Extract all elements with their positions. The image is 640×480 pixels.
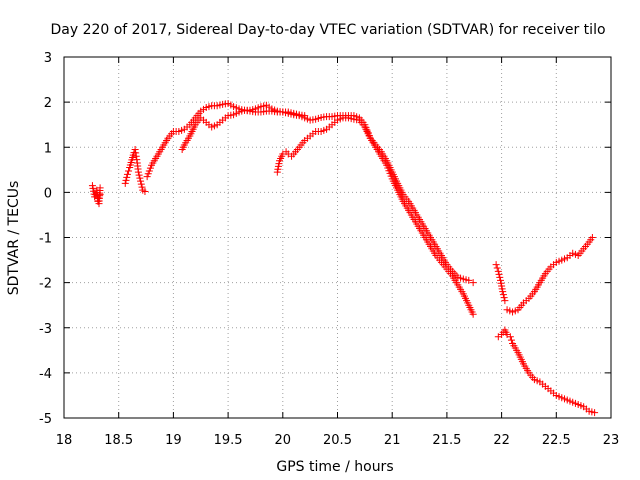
x-tick-label: 22.5 — [542, 433, 571, 448]
chart-title: Day 220 of 2017, Sidereal Day-to-day VTE… — [50, 22, 605, 38]
x-tick-label: 20.5 — [323, 433, 352, 448]
y-axis-label: SDTVAR / TECUs — [6, 181, 22, 296]
x-tick-label: 21.5 — [432, 433, 461, 448]
y-tick-label: 1 — [44, 141, 52, 156]
data-point — [492, 261, 500, 269]
data-point-fill — [122, 176, 130, 184]
data-point-fill — [133, 156, 141, 164]
data-point-fill — [500, 294, 508, 302]
data-point — [501, 297, 509, 305]
data-point — [494, 267, 502, 275]
data-point-fill — [125, 167, 133, 175]
data-point — [131, 146, 139, 154]
data-point-fill — [95, 194, 103, 202]
y-tick-labels: 3 2 1 0 -1 -2 -3 -4 -5 — [39, 51, 52, 427]
data-point — [141, 187, 149, 195]
data-point-fill — [136, 174, 144, 182]
data-point — [469, 279, 477, 287]
data-point — [465, 276, 473, 284]
y-tick-label: -1 — [39, 232, 52, 247]
y-tick-label: 2 — [44, 96, 52, 111]
data-point — [137, 177, 145, 185]
y-tick-label: -5 — [39, 412, 52, 427]
x-tick-label: 19.5 — [214, 433, 243, 448]
data-point — [134, 168, 142, 176]
data-point-fill — [135, 171, 143, 179]
data-point — [121, 179, 129, 187]
x-tick-label: 18.5 — [104, 433, 133, 448]
y-tick-label: -2 — [39, 277, 52, 292]
x-tick-label: 23 — [603, 433, 620, 448]
data-point-fill — [123, 173, 131, 181]
x-tick-label: 20 — [275, 433, 292, 448]
data-point — [469, 310, 477, 318]
data-point — [132, 152, 140, 160]
y-tick-label: 0 — [44, 186, 52, 201]
data-point — [588, 234, 596, 241]
data-point-fill — [138, 183, 146, 191]
x-tick-label: 19 — [165, 433, 182, 448]
y-tick-label: -3 — [39, 322, 52, 337]
data-point — [96, 191, 104, 199]
data-point-fill — [493, 264, 501, 272]
data-points — [88, 99, 599, 417]
data-point-fill — [132, 149, 140, 157]
data-point — [506, 333, 514, 341]
x-tick-labels: 18 18.5 19 19.5 20 20.5 21 21.5 22 22.5 23 — [56, 433, 620, 448]
data-point — [591, 409, 599, 417]
axis-ticks — [63, 56, 612, 419]
data-point — [499, 288, 507, 296]
x-axis-label: GPS time / hours — [276, 459, 393, 475]
data-point-fill — [137, 180, 145, 188]
grid — [64, 57, 611, 418]
x-tick-label: 18 — [56, 433, 73, 448]
x-tick-label: 22 — [493, 433, 510, 448]
y-tick-label: 3 — [44, 51, 52, 66]
data-point-fill — [495, 270, 503, 278]
data-point-fill — [507, 336, 515, 344]
y-tick-label: -4 — [39, 367, 52, 382]
data-point-fill — [496, 273, 504, 281]
x-tick-label: 21 — [384, 433, 401, 448]
data-point — [123, 170, 131, 178]
data-point-fill — [499, 291, 507, 299]
data-point — [94, 197, 102, 205]
